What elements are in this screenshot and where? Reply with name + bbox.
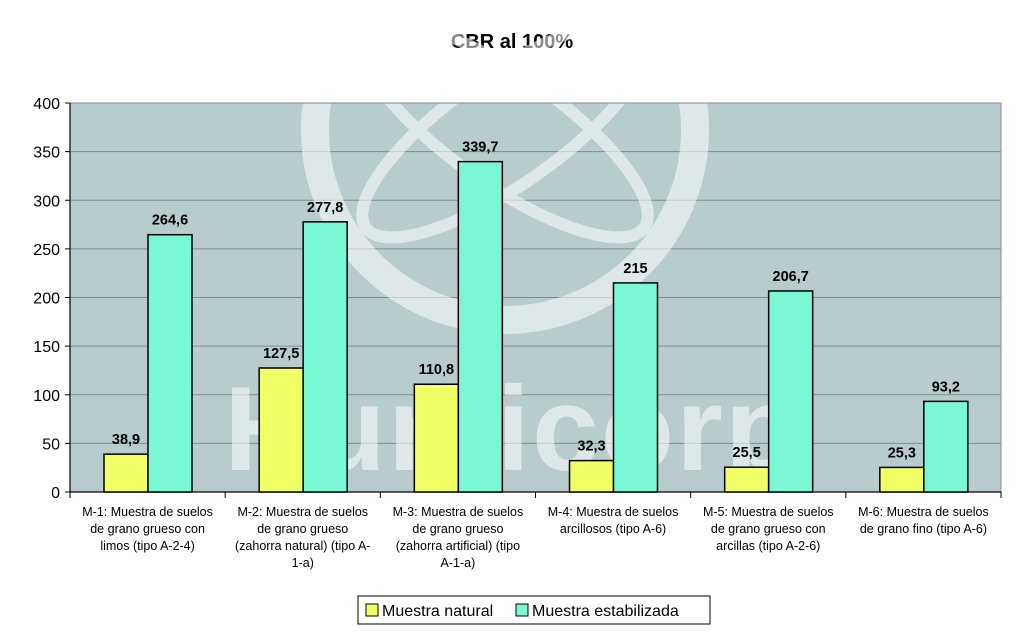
- x-category-label: arcillosos (tipo A-6): [560, 522, 666, 536]
- bar-muestra-estabilizada: [457, 160, 504, 493]
- x-category-label: 1-a): [292, 556, 314, 570]
- data-label: 38,9: [112, 432, 140, 448]
- watermark-orbit: [356, 16, 654, 244]
- bar-muestra-estabilizada: [302, 221, 348, 493]
- legend-box: [357, 595, 711, 625]
- bar-muestra-estabilizada: [147, 233, 193, 493]
- y-tick-label: 150: [33, 339, 60, 356]
- data-label: 110,8: [419, 362, 455, 378]
- x-category-label: M-1: Muestra de suelos: [82, 505, 213, 519]
- bar-muestra-natural: [568, 459, 615, 493]
- y-tick-label: 300: [33, 193, 60, 210]
- y-tick-label: 350: [33, 145, 60, 162]
- bar-muestra-natural: [258, 367, 304, 493]
- y-tick-label: 100: [33, 388, 60, 405]
- legend-label: Muestra natural: [382, 603, 493, 620]
- legend-label: Muestra estabilizada: [532, 603, 679, 620]
- bar-muestra-estabilizada: [767, 290, 814, 493]
- data-label: 264,6: [152, 213, 188, 229]
- x-category-label: A-1-a): [441, 556, 476, 570]
- bar-muestra-estabilizada: [923, 400, 969, 493]
- bar-muestra-natural: [413, 383, 460, 493]
- x-category-label: (zahorra artificial) (tipo: [396, 539, 520, 553]
- x-category-label: M-3: Muestra de suelos: [393, 505, 524, 519]
- x-category-label: M-6: Muestra de suelos: [858, 505, 989, 519]
- data-label: 206,7: [773, 269, 809, 285]
- data-label: 215: [623, 261, 647, 277]
- y-tick-label: 50: [42, 436, 60, 453]
- data-label: 93,2: [932, 379, 960, 395]
- x-category-label: M-2: Muestra de suelos: [237, 505, 368, 519]
- data-label: 25,5: [733, 445, 761, 461]
- y-tick-label: 400: [33, 96, 60, 113]
- y-tick-label: 200: [33, 291, 60, 308]
- x-category-label: de grano grueso: [412, 522, 503, 536]
- x-category-label: M-5: Muestra de suelos: [703, 505, 834, 519]
- x-category-label: M-4: Muestra de suelos: [548, 505, 679, 519]
- y-tick-label: 0: [51, 485, 60, 502]
- x-category-label: de grano fino (tipo A-6): [860, 522, 987, 536]
- legend-swatch: [515, 603, 529, 617]
- bar-muestra-estabilizada: [612, 282, 659, 493]
- data-label: 25,3: [888, 445, 916, 461]
- data-label: 127,5: [263, 346, 299, 362]
- legend-swatch: [365, 603, 379, 617]
- x-category-label: de grano grueso: [257, 522, 348, 536]
- x-category-label: (zahorra natural) (tipo A-: [235, 539, 370, 553]
- data-label: 277,8: [307, 200, 343, 216]
- legend: Muestra natural Muestra estabilizada: [357, 595, 711, 625]
- data-label: 32,3: [577, 439, 605, 455]
- x-category-label: limos (tipo A-2-4): [100, 539, 194, 553]
- bar-muestra-natural: [103, 453, 149, 493]
- bar-muestra-natural: [723, 466, 770, 493]
- data-label: 339,7: [462, 140, 498, 156]
- y-tick-label: 250: [33, 242, 60, 259]
- watermark-ring: [301, 0, 709, 334]
- x-category-label: de grano grueso con: [90, 522, 205, 536]
- bar-muestra-natural: [879, 466, 925, 493]
- x-category-label: de grano grueso con: [711, 522, 826, 536]
- x-category-label: arcillas (tipo A-2-6): [716, 539, 820, 553]
